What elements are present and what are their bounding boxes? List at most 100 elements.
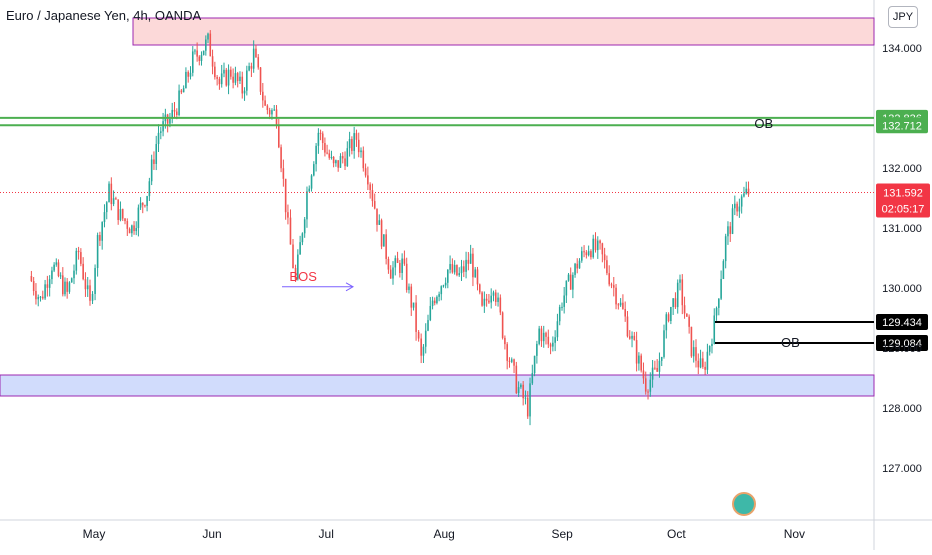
candle-body	[364, 168, 367, 176]
candle-body	[321, 133, 324, 144]
candle-body	[110, 183, 113, 205]
candle-body	[711, 343, 713, 347]
candle-body	[218, 78, 221, 85]
candle-body	[592, 238, 595, 258]
candle-body	[615, 287, 617, 305]
candle-body	[699, 358, 702, 368]
candle-body	[417, 331, 420, 339]
candle-body	[119, 209, 122, 220]
candle-body	[112, 198, 115, 205]
candle-body	[497, 297, 499, 302]
candle-body	[82, 263, 84, 280]
candle-body	[565, 280, 568, 296]
candle-body	[633, 335, 636, 341]
candle-body	[663, 330, 665, 357]
candle-body	[160, 131, 162, 133]
annotation-0: OB	[754, 116, 773, 131]
candle-body	[37, 297, 40, 300]
candle-body	[128, 228, 131, 234]
candle-body	[55, 262, 58, 265]
candle-body	[153, 159, 155, 164]
candle-body	[332, 156, 335, 164]
candle-body	[75, 250, 78, 271]
candle-body	[670, 306, 672, 322]
candle-body	[740, 196, 743, 207]
candle-body	[32, 281, 35, 291]
candle-body	[51, 270, 53, 280]
candle-body	[341, 156, 344, 159]
candle-body	[230, 69, 232, 77]
candle-body	[234, 73, 237, 83]
level-tag-3	[876, 334, 928, 351]
candle-body	[324, 143, 326, 153]
candle-body	[590, 251, 592, 258]
candle-body	[225, 69, 228, 86]
candle-body	[66, 281, 68, 292]
candle-body	[180, 90, 183, 93]
candle-body	[554, 337, 556, 343]
candle-body	[715, 307, 718, 316]
candle-body	[42, 296, 44, 299]
candle-body	[403, 258, 406, 264]
candle-body	[476, 269, 479, 285]
candle-body	[624, 308, 626, 317]
candle-body	[297, 254, 299, 280]
candle-body	[697, 360, 700, 368]
candle-body	[53, 264, 55, 271]
candle-body	[121, 209, 124, 219]
candle-body	[96, 235, 99, 268]
candle-body	[676, 282, 679, 308]
candle-body	[617, 304, 620, 306]
y-tick-6: 134.000	[882, 43, 922, 55]
candle-body	[424, 330, 427, 347]
current-price-label: 131.592	[883, 187, 923, 199]
candle-body	[396, 258, 399, 263]
candle-body	[194, 50, 196, 52]
candle-body	[702, 358, 704, 367]
candle-body	[137, 207, 140, 229]
candle-body	[412, 302, 415, 308]
candle-body	[594, 238, 597, 251]
candle-body	[647, 391, 649, 393]
candle-body	[294, 267, 297, 280]
replay-icon[interactable]	[732, 492, 756, 516]
candle-body	[337, 160, 339, 168]
candle-body	[394, 258, 397, 268]
candle-body	[440, 286, 443, 295]
annotation-2: BOS	[289, 269, 317, 284]
candle-body	[117, 199, 119, 220]
candle-body	[727, 226, 729, 237]
candle-body	[563, 295, 565, 307]
x-tick-6: Nov	[784, 527, 805, 541]
candle-body	[729, 226, 732, 234]
candle-body	[612, 285, 615, 288]
candle-body	[688, 316, 690, 327]
candle-body	[690, 326, 693, 357]
candle-body	[287, 212, 289, 218]
candle-body	[44, 284, 46, 299]
candle-body	[70, 278, 73, 283]
candle-body	[628, 336, 631, 339]
currency-badge[interactable]: JPY	[888, 6, 918, 28]
candle-body	[310, 175, 313, 189]
candle-body	[220, 73, 223, 85]
level-label-3: 129.084	[882, 338, 922, 350]
candle-body	[531, 373, 534, 384]
candle-body	[561, 306, 563, 308]
candle-body	[289, 217, 292, 245]
candle-body	[64, 281, 66, 295]
candle-body	[458, 273, 461, 276]
candle-body	[442, 285, 445, 287]
candle-body	[232, 76, 234, 83]
level-label-2: 129.434	[882, 317, 922, 329]
candle-body	[599, 240, 601, 244]
candle-body	[91, 293, 94, 301]
annotation-1: OB	[781, 335, 800, 350]
candle-body	[250, 66, 253, 69]
candle-body	[387, 258, 390, 270]
candle-body	[569, 274, 572, 290]
candle-body	[103, 212, 106, 223]
candle-body	[517, 387, 520, 394]
candle-body	[431, 300, 434, 306]
